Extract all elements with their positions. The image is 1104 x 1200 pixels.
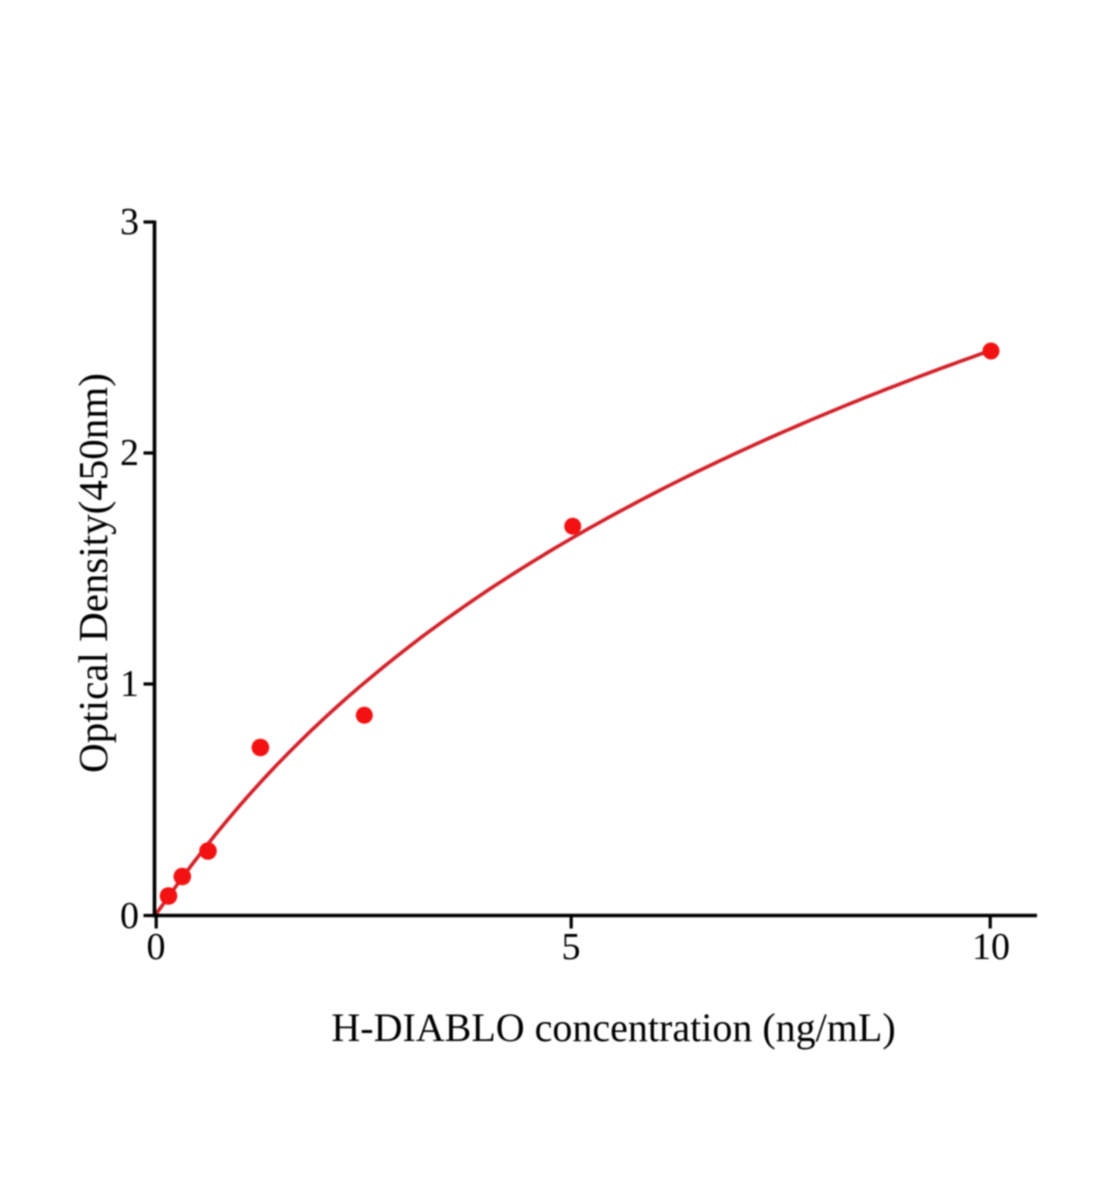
svg-text:0: 0 [120, 895, 139, 937]
svg-text:H-DIABLO concentration (ng/mL): H-DIABLO concentration (ng/mL) [331, 1005, 895, 1050]
svg-text:1: 1 [120, 663, 139, 705]
svg-text:5: 5 [562, 926, 581, 968]
svg-text:2: 2 [120, 432, 139, 474]
svg-text:Optical Density(450nm): Optical Density(450nm) [70, 373, 116, 773]
svg-text:0: 0 [147, 926, 166, 968]
svg-text:3: 3 [120, 201, 139, 243]
svg-text:10: 10 [972, 926, 1010, 968]
